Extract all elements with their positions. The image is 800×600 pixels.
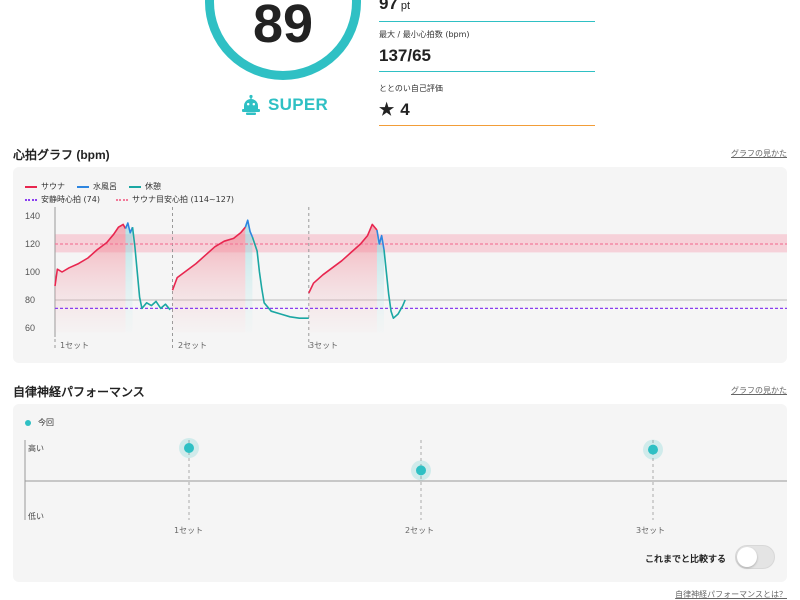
self-rating-value: 4 [400,100,410,119]
set-label-3: 3セット [636,526,666,535]
y-high-label: 高い [28,444,44,453]
cold-bath-line [376,229,385,250]
score-ring: 89 [205,0,361,80]
autonomic-title: 自律神経パフォーマンス [13,385,145,399]
sauna-area [172,227,246,333]
cold-bath-area [125,223,133,333]
stat-heart-rate: 最大 / 最小心拍数 (bpm) 137/65 [379,30,595,72]
cold-bath-line [124,222,134,234]
stat-self-rating: ととのい自己評価 ★ 4 [379,84,595,126]
legend-label: 水風呂 [93,182,117,191]
rank-badge: SUPER [241,93,328,117]
points-value: 97 [379,0,398,13]
set-label-2: 2セット [178,341,208,350]
legend-label: サウナ [41,182,65,191]
sauna-area [55,224,126,333]
legend-cold-bath: 水風呂 [77,181,117,192]
y-tick-label: 120 [25,239,40,249]
robot-icon [242,94,260,115]
set-label-3: 3セット [309,341,339,350]
legend-label: 安静時心拍 (74) [41,195,100,204]
score-value: 89 [252,0,314,54]
rest-line [131,227,171,311]
y-tick-label: 100 [25,267,40,277]
cold-bath-area [245,220,253,333]
rest-line [251,236,309,319]
compare-label: これまでと比較する [645,555,727,565]
autonomic-help-link[interactable]: グラフの見かた [731,386,787,395]
autonomic-about-link[interactable]: 自律神経パフォーマンスとは？ [675,590,787,599]
set-label-1: 1セット [174,526,204,535]
divider [379,71,595,72]
y-tick-label: 60 [25,323,35,333]
legend-current: 今回 [25,417,54,428]
cold-bath-line [244,219,254,238]
heart-rate-title: 心拍グラフ (bpm) [13,148,110,162]
sauna-line [171,226,246,291]
cold-bath-area [376,230,384,333]
y-tick-label: 80 [25,295,35,305]
set-label-2: 2セット [405,526,435,535]
heart-rate-chart: 60 80 100 120 140 [25,207,787,349]
heart-rate-label: 最大 / 最小心拍数 (bpm) [379,30,470,39]
rank-label: SUPER [268,95,329,114]
legend-resting-hr: 安静時心拍 (74) [25,194,100,205]
autonomic-chart [24,438,787,520]
heart-rate-value: 137/65 [379,46,431,65]
legend-rest: 休憩 [129,181,161,192]
self-rating-label: ととのい自己評価 [379,84,443,93]
legend-sauna: サウナ [25,181,65,192]
legend-swatch [129,185,141,188]
legend-swatch [77,185,89,188]
compare-toggle[interactable] [735,545,775,569]
target-zone-band [55,234,787,253]
performance-point [416,465,426,476]
performance-point [184,443,194,453]
heart-rate-help-link[interactable]: グラフの見かた [731,149,787,158]
legend-label: サウナ目安心拍 (114~127) [132,195,235,204]
sauna-area [308,224,377,333]
legend-label: 休憩 [145,182,161,191]
rest-line [383,249,406,319]
set-label-1: 1セット [60,341,90,350]
legend-dot-icon [25,419,31,426]
performance-point [648,444,658,455]
legend-swatch [25,185,37,188]
autonomic-panel: 今回 高い 低い 1セット 2セット 3セット これまでと比較する [13,404,787,582]
legend-swatch [116,198,128,201]
legend-target-hr: サウナ目安心拍 (114~127) [116,194,234,205]
legend-label: 今回 [38,418,54,427]
y-low-label: 低い [28,512,44,521]
divider [379,125,595,126]
sauna-line [308,223,378,294]
toggle-knob [737,547,757,567]
sauna-line [54,223,127,287]
heart-rate-panel: サウナ 水風呂 休憩 安静時心拍 (74) サウナ目安心拍 (114~127) … [13,167,787,363]
star-icon: ★ [379,100,395,119]
points-unit: pt [400,0,411,12]
legend-swatch [25,198,37,201]
divider [379,21,595,22]
y-tick-label: 140 [25,211,40,221]
stat-points: 97 pt [379,0,595,22]
